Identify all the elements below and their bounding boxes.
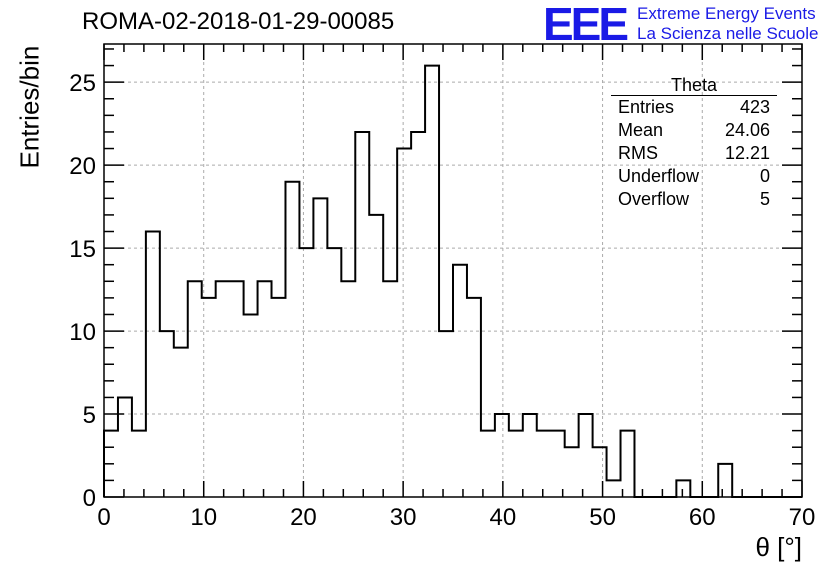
stats-row-rms: RMS 12.21 <box>611 142 777 165</box>
stats-title: Theta <box>611 75 777 96</box>
histogram-bin <box>495 414 509 497</box>
stats-row-overflow: Overflow 5 <box>611 188 777 211</box>
histogram-bin <box>383 281 397 497</box>
x-axis-label: θ [°] <box>755 532 802 562</box>
stats-value: 423 <box>739 97 770 117</box>
histogram-bin <box>299 248 313 497</box>
stats-label: Entries <box>618 97 675 117</box>
stats-row-mean: Mean 24.06 <box>611 119 777 142</box>
stats-label: RMS <box>618 143 658 163</box>
histogram-bin <box>327 248 341 497</box>
y-tick-label: 15 <box>69 236 96 263</box>
histogram-bin <box>118 397 132 497</box>
histogram-bin <box>188 281 202 497</box>
stats-value: 0 <box>759 166 770 186</box>
histogram-bin <box>621 431 635 497</box>
histogram-bin <box>439 331 453 497</box>
histogram-bin <box>425 66 439 497</box>
stats-row-underflow: Underflow 0 <box>611 165 777 188</box>
histogram-bin <box>411 132 425 497</box>
histogram-bin <box>146 232 160 497</box>
histogram-bin <box>244 314 258 497</box>
plot-frame-rect <box>103 43 803 498</box>
histogram-bin <box>174 348 188 497</box>
x-tick-label: 0 <box>97 504 110 531</box>
stats-value: 5 <box>759 189 770 209</box>
histogram-bin <box>230 281 244 497</box>
stats-box: Theta Entries 423 Mean 24.06 RMS 12.21 U… <box>611 75 777 211</box>
x-tick-label: 70 <box>789 504 816 531</box>
histogram-bin <box>579 414 593 497</box>
histogram-bin <box>523 414 537 497</box>
x-tick-label: 60 <box>689 504 716 531</box>
y-tick-label: 25 <box>69 70 96 97</box>
histogram-bin <box>160 331 174 497</box>
histogram-bin <box>607 480 621 497</box>
histogram-bin <box>593 447 607 497</box>
y-tick-label: 10 <box>69 319 96 346</box>
stats-label: Mean <box>618 120 664 140</box>
histogram-bin <box>551 431 565 497</box>
histogram-bin <box>537 431 551 497</box>
histogram-bin <box>397 149 411 497</box>
x-tick-label: 20 <box>290 504 317 531</box>
histogram-bin <box>481 431 495 497</box>
plot-frame <box>103 43 803 498</box>
histogram-bin <box>565 447 579 497</box>
histogram-line <box>103 64 802 498</box>
histogram-bin <box>718 464 732 497</box>
histogram-bin <box>453 265 467 497</box>
histogram-bin <box>676 480 690 497</box>
histogram-bin <box>216 281 230 497</box>
y-axis-label: Entries/bin <box>14 45 45 169</box>
histogram-bin <box>369 215 383 497</box>
histogram-bin <box>509 431 523 497</box>
stats-label: Overflow <box>618 189 690 209</box>
stats-label: Underflow <box>618 166 700 186</box>
stats-value: 12.21 <box>724 143 770 163</box>
stats-value: 24.06 <box>724 120 770 140</box>
stats-row-entries: Entries 423 <box>611 96 777 119</box>
y-tick-label: 5 <box>83 402 96 429</box>
histogram-steps <box>103 64 802 498</box>
logo-line-1: Extreme Energy Events <box>637 4 816 23</box>
histogram-bin <box>341 281 355 497</box>
histogram-bin <box>272 298 286 497</box>
x-tick-label: 30 <box>390 504 417 531</box>
x-tick-label: 40 <box>490 504 517 531</box>
y-tick-label: 0 <box>83 485 96 512</box>
histogram-bin <box>313 198 327 497</box>
histogram-bin <box>355 132 369 497</box>
histogram-bin <box>467 298 481 497</box>
x-tick-label: 50 <box>589 504 616 531</box>
histogram-bin <box>258 281 272 497</box>
histogram-bin <box>285 182 299 497</box>
eee-logo: EEE <box>543 0 629 50</box>
run-title: ROMA-02-2018-01-29-00085 <box>82 8 395 35</box>
histogram-bin <box>202 298 216 497</box>
histogram-bin <box>132 431 146 497</box>
x-tick-label: 10 <box>190 504 217 531</box>
histogram-bin <box>104 431 118 497</box>
y-tick-label: 20 <box>69 153 96 180</box>
logo-line-2: La Scienza nelle Scuole <box>637 24 819 43</box>
